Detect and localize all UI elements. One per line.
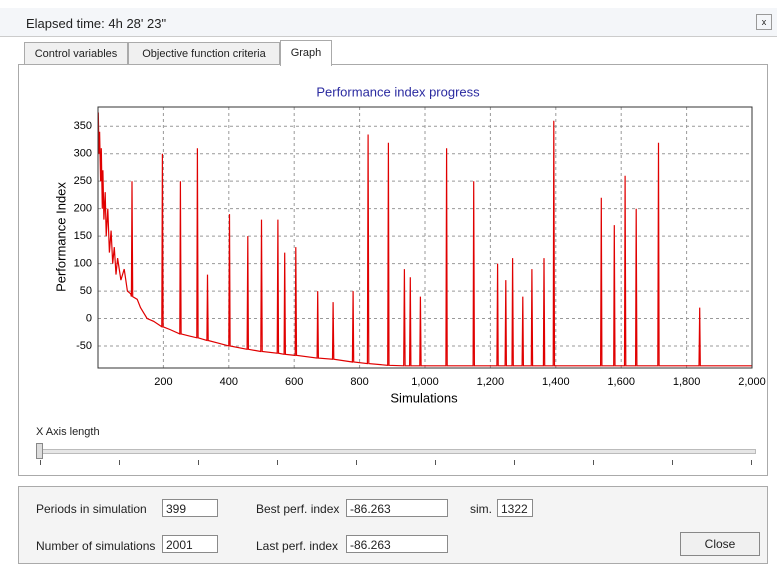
title-bar — [0, 8, 777, 37]
x-tick-label: 800 — [350, 376, 368, 388]
x-tick-label: 200 — [154, 376, 172, 388]
x-tick-label: 1,600 — [607, 376, 635, 388]
slider-tick — [198, 460, 199, 465]
x-tick-label: 2,000 — [738, 376, 766, 388]
text-field[interactable]: 399 — [162, 499, 218, 517]
x-tick-label: 1,000 — [411, 376, 439, 388]
slider-tick — [356, 460, 357, 465]
text-field[interactable]: -86.263 — [346, 499, 448, 517]
y-tick-label: 100 — [74, 258, 92, 270]
slider-tick — [514, 460, 515, 465]
slider-thumb[interactable] — [36, 443, 43, 459]
x-axis-label: Simulations — [390, 390, 458, 405]
slider-tick — [435, 460, 436, 465]
close-button[interactable]: Close — [680, 532, 760, 556]
field-label: Last perf. index — [256, 539, 339, 553]
text-field[interactable]: -86.263 — [346, 535, 448, 553]
tab[interactable]: Objective function criteria — [128, 42, 280, 65]
slider-tick — [40, 460, 41, 465]
slider-tick — [672, 460, 673, 465]
slider-track[interactable] — [38, 449, 756, 454]
y-axis-label: Performance Index — [53, 182, 68, 292]
y-tick-label: -50 — [76, 340, 92, 352]
tab[interactable]: Control variables — [24, 42, 128, 65]
text-field[interactable]: 1322 — [497, 499, 533, 517]
y-tick-label: 300 — [74, 148, 92, 160]
slider-tick — [751, 460, 752, 465]
text-field[interactable]: 2001 — [162, 535, 218, 553]
slider-tick — [593, 460, 594, 465]
y-tick-label: 150 — [74, 230, 92, 242]
series-line — [97, 112, 752, 367]
field-label: Best perf. index — [256, 502, 340, 516]
slider-tick — [277, 460, 278, 465]
y-tick-label: 50 — [80, 285, 92, 297]
plot-area — [97, 106, 753, 369]
y-tick-label: 350 — [74, 120, 92, 132]
y-tick-label: 250 — [74, 175, 92, 187]
y-tick-label: 200 — [74, 203, 92, 215]
tab-active[interactable]: Graph — [280, 40, 332, 66]
chart-title: Performance index progress — [316, 84, 480, 99]
plot-border — [97, 106, 753, 369]
slider-tick — [119, 460, 120, 465]
close-icon[interactable]: x — [756, 14, 772, 30]
window-title: Elapsed time: 4h 28' 23" — [26, 16, 167, 31]
y-tick-label: 0 — [86, 312, 92, 324]
x-tick-label: 1,800 — [673, 376, 701, 388]
field-label: Periods in simulation — [36, 502, 147, 516]
x-tick-label: 1,400 — [542, 376, 570, 388]
x-tick-label: 1,200 — [477, 376, 505, 388]
x-tick-label: 600 — [285, 376, 303, 388]
field-label: Number of simulations — [36, 539, 156, 553]
field-label: sim. — [470, 502, 492, 516]
x-tick-label: 400 — [220, 376, 238, 388]
slider-label: X Axis length — [36, 426, 100, 438]
